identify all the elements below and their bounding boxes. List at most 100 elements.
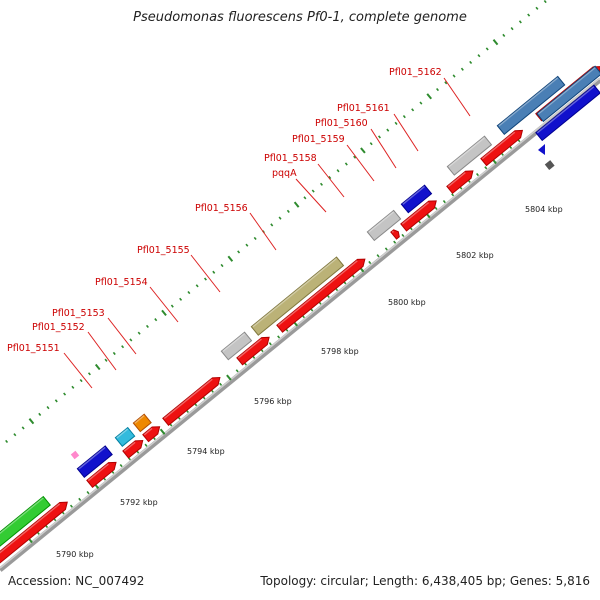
label-leader-line bbox=[346, 144, 375, 182]
cds-feature[interactable] bbox=[162, 374, 223, 426]
major-tick bbox=[226, 374, 232, 381]
minor-tick bbox=[268, 342, 272, 346]
gene-feature-olive[interactable] bbox=[250, 256, 345, 336]
gene-label[interactable]: Pfl01_5160 bbox=[315, 118, 368, 129]
minor-tick bbox=[137, 331, 141, 335]
minor-tick bbox=[46, 406, 50, 410]
major-tick bbox=[227, 255, 234, 262]
minor-tick bbox=[518, 20, 522, 24]
cds-feature[interactable] bbox=[142, 423, 163, 443]
gene-label[interactable]: Pfl01_5159 bbox=[292, 134, 345, 145]
minor-tick bbox=[203, 277, 207, 281]
minor-tick bbox=[277, 335, 281, 339]
minor-tick bbox=[86, 491, 90, 495]
cds-feature[interactable] bbox=[276, 256, 368, 333]
label-leader-line bbox=[87, 331, 117, 371]
gene-label[interactable]: Pfl01_5152 bbox=[32, 322, 85, 333]
gene-feature-orange[interactable] bbox=[132, 413, 152, 433]
minor-tick bbox=[154, 318, 158, 322]
gene-label[interactable]: Pfl01_5156 bbox=[195, 203, 248, 214]
minor-tick bbox=[477, 54, 481, 58]
gene-label[interactable]: pqqA bbox=[272, 168, 297, 179]
tick-label: 5802 kbp bbox=[456, 251, 494, 260]
minor-tick bbox=[112, 351, 116, 356]
minor-tick bbox=[54, 399, 58, 403]
gene-feature-gray[interactable] bbox=[366, 209, 402, 242]
minor-tick bbox=[270, 223, 274, 227]
gene-label[interactable]: Pfl01_5151 bbox=[7, 343, 60, 354]
small-feature-gray[interactable] bbox=[544, 160, 555, 170]
minor-tick bbox=[245, 243, 249, 247]
minor-tick bbox=[460, 67, 464, 71]
major-tick bbox=[360, 147, 366, 154]
major-tick bbox=[161, 309, 167, 316]
cds-feature[interactable] bbox=[122, 437, 146, 459]
gene-feature-green[interactable] bbox=[0, 495, 51, 557]
minor-tick bbox=[419, 101, 423, 105]
gene-feature-steel[interactable] bbox=[536, 65, 600, 123]
minor-tick bbox=[253, 236, 257, 241]
cds-feature[interactable] bbox=[400, 197, 439, 232]
cds-feature[interactable] bbox=[480, 127, 525, 167]
gene-feature-blue[interactable] bbox=[76, 445, 113, 478]
minor-tick bbox=[393, 240, 397, 244]
gene-label[interactable]: Pfl01_5155 bbox=[137, 245, 190, 256]
minor-tick bbox=[368, 260, 372, 265]
gene-label[interactable]: Pfl01_5153 bbox=[52, 308, 105, 319]
minor-tick bbox=[436, 87, 440, 92]
minor-tick bbox=[376, 254, 380, 258]
major-tick bbox=[492, 39, 499, 46]
minor-tick bbox=[79, 378, 83, 383]
cds-feature[interactable] bbox=[86, 459, 119, 489]
label-leader-line bbox=[393, 113, 419, 152]
minor-tick bbox=[476, 172, 480, 177]
minor-tick bbox=[535, 6, 539, 10]
minor-tick bbox=[386, 128, 390, 132]
minor-tick bbox=[469, 60, 473, 65]
minor-tick bbox=[319, 182, 323, 186]
tick-label: 5796 kbp bbox=[254, 397, 292, 406]
minor-tick bbox=[235, 369, 239, 373]
minor-tick bbox=[219, 382, 223, 386]
minor-tick bbox=[311, 189, 315, 193]
gene-feature-blue[interactable] bbox=[535, 84, 600, 142]
minor-tick bbox=[543, 0, 547, 4]
gene-feature-gray[interactable] bbox=[446, 135, 493, 176]
minor-tick bbox=[286, 209, 290, 213]
minor-tick bbox=[336, 169, 340, 173]
minor-tick bbox=[451, 193, 455, 197]
cds-feature[interactable] bbox=[0, 499, 70, 567]
gene-label[interactable]: Pfl01_5162 bbox=[389, 67, 442, 78]
label-leader-line bbox=[190, 254, 221, 293]
minor-tick bbox=[63, 392, 67, 396]
minor-tick bbox=[119, 463, 123, 468]
minor-tick bbox=[484, 166, 488, 170]
minor-tick bbox=[237, 250, 241, 254]
tick-label: 5792 kbp bbox=[120, 498, 158, 507]
minor-tick bbox=[69, 504, 73, 508]
gene-feature-blue[interactable] bbox=[400, 184, 433, 214]
minor-tick bbox=[444, 81, 448, 85]
small-feature-pink[interactable] bbox=[70, 450, 80, 460]
backbone-highlight bbox=[0, 77, 600, 569]
minor-tick bbox=[401, 233, 405, 238]
cds-feature[interactable] bbox=[390, 228, 401, 240]
gene-feature-gray[interactable] bbox=[220, 331, 253, 361]
minor-tick bbox=[502, 33, 506, 37]
minor-tick bbox=[38, 412, 42, 416]
gene-feature-steel[interactable] bbox=[496, 75, 566, 135]
minor-tick bbox=[278, 216, 282, 220]
cds-feature[interactable] bbox=[446, 167, 476, 195]
minor-tick bbox=[303, 196, 307, 200]
major-tick bbox=[293, 201, 300, 208]
minor-tick bbox=[434, 206, 438, 210]
gene-feature-cyan[interactable] bbox=[114, 426, 136, 447]
minor-tick bbox=[78, 497, 82, 501]
small-feature-blue[interactable] bbox=[538, 144, 545, 155]
gene-label[interactable]: Pfl01_5158 bbox=[264, 153, 317, 164]
minor-tick bbox=[87, 372, 91, 376]
minor-tick bbox=[187, 290, 191, 295]
cds-feature[interactable] bbox=[236, 334, 272, 366]
gene-label[interactable]: Pfl01_5161 bbox=[337, 103, 390, 114]
gene-label[interactable]: Pfl01_5154 bbox=[95, 277, 148, 288]
